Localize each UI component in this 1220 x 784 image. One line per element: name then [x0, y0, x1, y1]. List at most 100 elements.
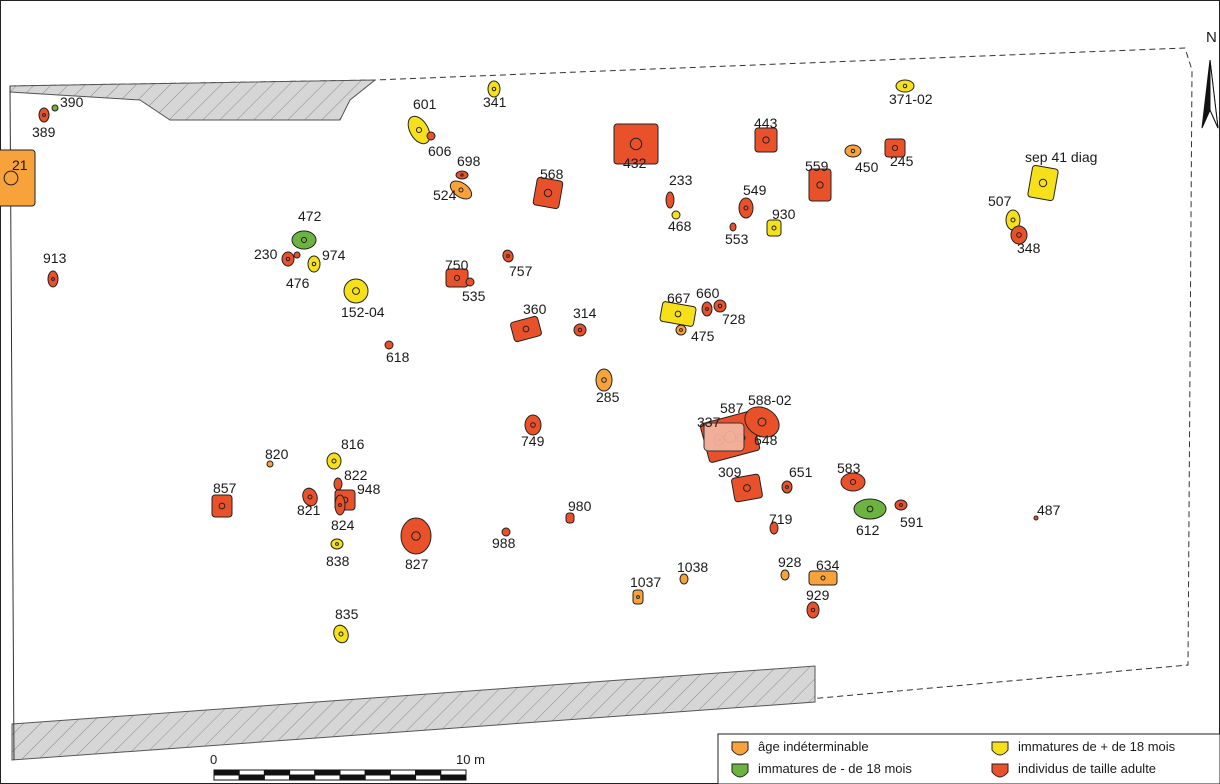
burial-label-152-04: 152-04	[341, 304, 385, 320]
burial-285-skeleton-mark	[601, 377, 607, 383]
burial-719	[769, 521, 779, 535]
burial-label-389: 389	[32, 124, 56, 140]
burial-245	[884, 138, 906, 158]
burial-label-930: 930	[772, 206, 796, 222]
burial-label-245: 245	[890, 153, 914, 169]
burial-651-skeleton-mark	[785, 485, 789, 489]
north-arrow: N	[1201, 29, 1219, 129]
legend: âge indéterminable immatures de + de 18 m…	[717, 733, 1220, 784]
burial-928	[780, 569, 790, 581]
scale-segment-bottom-9	[440, 774, 467, 781]
burial-label-648: 648	[754, 432, 778, 448]
burial-309	[731, 473, 763, 503]
burial-651	[781, 480, 793, 494]
burial-label-651: 651	[789, 464, 813, 480]
scale-segment-bottom-2	[263, 774, 291, 781]
burial-348	[1010, 225, 1028, 245]
burial-583	[840, 472, 866, 492]
burial-749-skeleton-mark	[530, 422, 536, 428]
burial-827	[400, 517, 432, 555]
burial-749	[524, 414, 542, 436]
burial-524	[449, 180, 473, 200]
burial-label-285: 285	[596, 389, 620, 405]
burial-309-skeleton-mark	[743, 484, 751, 492]
burial-label-929: 929	[806, 587, 830, 603]
burial-label-587: 587	[720, 400, 744, 416]
burial-472	[291, 230, 317, 250]
burial-label-601: 601	[413, 96, 437, 112]
scale-segment-top-2	[263, 769, 291, 776]
baulk-bottom-hatched	[11, 665, 816, 761]
burial-230	[281, 251, 295, 267]
scale-segment-bottom-3	[289, 774, 316, 781]
burial-591	[894, 499, 908, 511]
north-label: N	[1206, 29, 1217, 46]
burial-152-04-skeleton-mark	[352, 287, 360, 295]
burial-549-skeleton-mark	[743, 205, 749, 211]
burial-475-skeleton-mark	[679, 328, 683, 332]
burial-label-1037: 1037	[630, 574, 661, 590]
burial-857	[211, 494, 233, 518]
burial-label-821: 821	[297, 502, 321, 518]
burial-450-skeleton-mark	[850, 148, 856, 154]
burial-sep41-skeleton-mark	[1038, 178, 1048, 188]
burial-label-974: 974	[322, 247, 346, 263]
burial-label-432: 432	[623, 155, 647, 171]
burial-label-698: 698	[457, 153, 481, 169]
burial-929-skeleton-mark	[810, 607, 816, 613]
burial-371-02	[895, 79, 915, 93]
burial-487	[1033, 515, 1039, 521]
legend-box	[717, 733, 1220, 784]
burial-label-309: 309	[718, 464, 742, 480]
scale-start-label: 0	[210, 752, 217, 767]
burial-label-583: 583	[837, 460, 861, 476]
burial-583-skeleton-mark	[849, 478, 857, 486]
burial-label-612: 612	[856, 522, 880, 538]
scale-segment-top-5	[339, 769, 366, 776]
burial-750-skeleton-mark	[453, 274, 461, 282]
burial-label-606: 606	[428, 143, 452, 159]
burial-728-skeleton-mark	[717, 303, 723, 309]
burial-label-360: 360	[523, 301, 547, 317]
scale-segment-bottom-8	[415, 774, 442, 781]
burial-601	[407, 115, 431, 145]
burial-820	[266, 460, 274, 468]
burial-816	[326, 452, 342, 470]
burial-980	[565, 512, 575, 524]
burial-245-skeleton-mark	[891, 144, 899, 152]
burial-label-820: 820	[265, 446, 289, 462]
burial-label-667: 667	[667, 290, 691, 306]
legend-label-indet: âge indéterminable	[758, 739, 869, 754]
burial-label-233: 233	[669, 172, 693, 188]
burial-341-skeleton-mark	[491, 86, 497, 92]
burial-label-757: 757	[509, 263, 533, 279]
burial-1038	[679, 573, 689, 585]
burial-label-314: 314	[573, 305, 597, 321]
burial-label-634: 634	[816, 557, 840, 573]
burial-821	[302, 487, 318, 507]
burial-label-928: 928	[778, 554, 802, 570]
burial-label-824: 824	[331, 517, 355, 533]
burial-930-skeleton-mark	[771, 225, 777, 231]
burial-label-857: 857	[213, 480, 237, 496]
burial-sep41	[1027, 164, 1059, 202]
burial-389-skeleton-mark	[42, 113, 46, 117]
scale-segment-bottom-6	[364, 774, 391, 781]
scale-segment-bottom-4	[314, 774, 341, 781]
burial-label-476: 476	[286, 275, 310, 291]
burial-587-pale-zone	[703, 422, 745, 452]
burial-667	[659, 301, 697, 327]
burial-label-822: 822	[344, 467, 368, 483]
burial-559	[808, 168, 832, 202]
burial-21-skeleton-mark	[3, 170, 19, 186]
scale-segment-bottom-1	[238, 774, 265, 781]
scale-segment-top-6	[364, 769, 391, 776]
scale-segment-top-4	[314, 769, 341, 776]
burial-233	[665, 191, 675, 209]
burial-857-skeleton-mark	[218, 502, 226, 510]
burial-label-835: 835	[335, 606, 359, 622]
burial-label-507: 507	[988, 193, 1012, 209]
scale-segment-top-0	[213, 769, 240, 776]
